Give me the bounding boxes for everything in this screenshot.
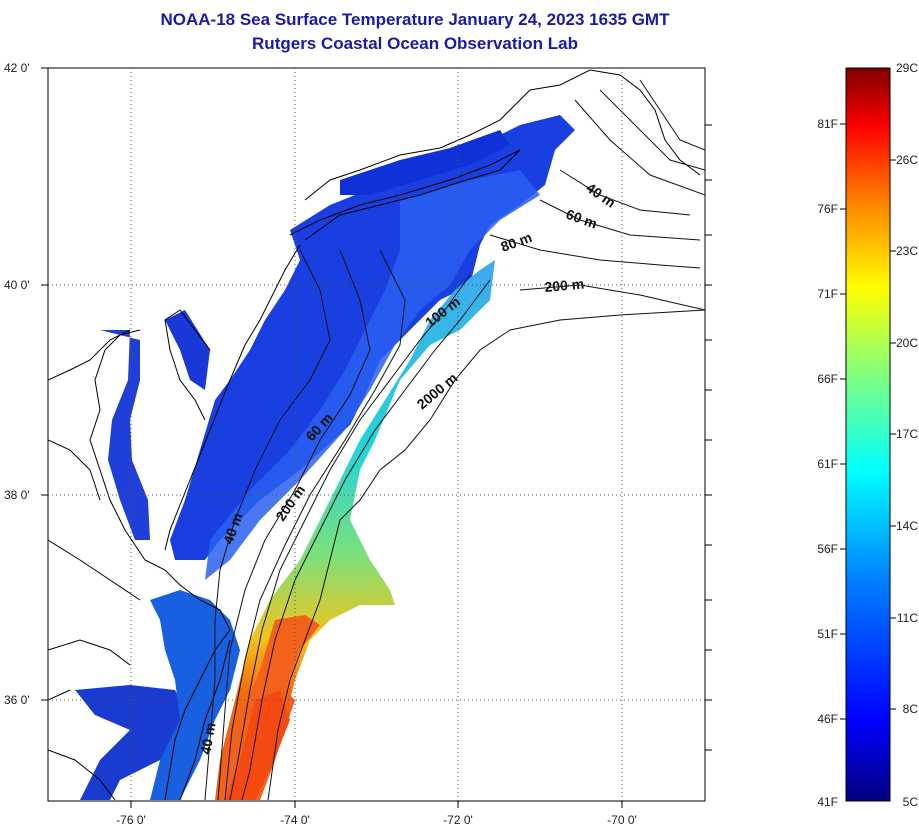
contour-60m	[217, 199, 701, 801]
cb-label-71f: 71F	[817, 287, 838, 301]
coastline-new-england	[304, 69, 701, 201]
cb-label-81f: 81F	[817, 117, 838, 131]
lat-label-38: 38 0'	[4, 488, 30, 502]
cb-label-66f: 66F	[817, 372, 838, 386]
cb-label-8c: 8C	[903, 702, 919, 716]
coastline	[48, 69, 701, 801]
cb-label-17c: 17C	[896, 427, 918, 441]
map-title: NOAA-18 Sea Surface Temperature January …	[0, 8, 830, 56]
cb-label-61f: 61F	[817, 457, 838, 471]
coastline-chesapeake	[89, 329, 231, 631]
lat-labels: 42 0' 40 0' 38 0' 36 0'	[4, 61, 30, 707]
shelf-water-mid	[205, 170, 540, 580]
coastline-long-island	[289, 149, 521, 241]
lat-label-42: 42 0'	[4, 61, 30, 75]
lat-label-40: 40 0'	[4, 278, 30, 292]
cb-label-23c: 23C	[896, 244, 918, 258]
contour-80m	[224, 234, 701, 801]
cb-label-20c: 20C	[896, 336, 918, 350]
pamlico-sound	[75, 685, 190, 800]
colorbar-ticks	[840, 123, 896, 720]
colorbar-f-labels: 81F 76F 71F 66F 61F 56F 51F 46F 41F	[817, 117, 838, 809]
cb-label-41f: 41F	[817, 795, 838, 809]
cb-label-5c: 5C	[903, 795, 919, 809]
axis-ticks	[41, 67, 712, 808]
colorbar-c-labels: 29C 26C 23C 20C 17C 14C 11C 8C 5C	[896, 61, 918, 809]
cb-label-76f: 76F	[817, 202, 838, 216]
title-line-1: NOAA-18 Sea Surface Temperature January …	[160, 10, 670, 29]
contour-gulf-of-maine	[574, 79, 705, 196]
cb-label-56f: 56F	[817, 542, 838, 556]
coastline-outer-banks	[179, 639, 231, 801]
sst-data-layer	[75, 115, 575, 800]
lon-label-76: -76 0'	[116, 813, 146, 827]
cb-label-14c: 14C	[896, 519, 918, 533]
cb-label-46f: 46F	[817, 712, 838, 726]
chesapeake-bay	[100, 330, 150, 540]
cb-label-29c: 29C	[896, 61, 918, 75]
colorbar-gradient	[845, 67, 891, 802]
contour-100m	[229, 274, 471, 801]
cb-label-26c: 26C	[896, 153, 918, 167]
delaware-bay	[165, 310, 210, 390]
lon-label-74: -74 0'	[280, 813, 310, 827]
lat-label-36: 36 0'	[4, 693, 30, 707]
lon-labels: -76 0' -74 0' -72 0' -70 0'	[116, 813, 637, 827]
southern-shelf	[150, 590, 240, 800]
coastline-mid-atlantic	[164, 244, 301, 551]
temperature-colorbar: 81F 76F 71F 66F 61F 56F 51F 46F 41F 29C …	[817, 61, 918, 809]
contour-label-40m-south: 40 m	[197, 721, 218, 755]
lon-label-72: -72 0'	[443, 813, 473, 827]
title-line-2: Rutgers Coastal Ocean Observation Lab	[252, 34, 578, 53]
contour-2000m	[267, 309, 705, 801]
map-panel: 40 m 60 m 80 m 200 m 100 m 2000 m 60 m 2…	[4, 61, 712, 827]
cb-label-11c: 11C	[897, 611, 918, 625]
gulf-stream-core	[225, 690, 290, 800]
lon-label-70: -70 0'	[607, 813, 637, 827]
coastline-delmarva	[164, 309, 211, 421]
long-island-sound	[340, 130, 510, 195]
cb-label-51f: 51F	[817, 627, 838, 641]
coastline-virginia	[48, 329, 141, 601]
graticule	[48, 68, 705, 801]
coastline-carolina	[48, 629, 231, 801]
contour-200m	[241, 279, 705, 801]
